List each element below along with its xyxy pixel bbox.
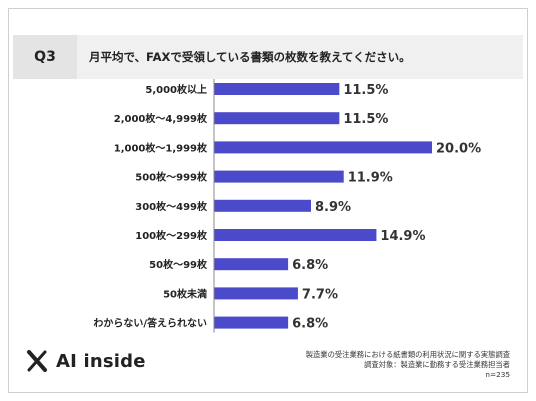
- category-label: 300枚〜499枚: [135, 200, 208, 213]
- brand-logo: AI inside: [26, 344, 146, 378]
- category-label: 5,000枚以上: [145, 83, 207, 96]
- bar: [214, 229, 377, 241]
- category-label: 500枚〜999枚: [135, 171, 208, 184]
- sample-size: n=235: [485, 370, 510, 380]
- bar: [214, 258, 289, 271]
- question-text: 月平均で、FAXで受領している書類の枚数を教えてください。: [89, 50, 411, 64]
- survey-title: 製造業の受注業務における紙書類の利用状況に関する実態調査: [305, 350, 510, 359]
- slide-frame: Q3 月平均で、FAXで受領している書類の枚数を教えてください。: [8, 8, 528, 393]
- category-label: 100枚〜299枚: [135, 229, 208, 242]
- category-label: 50枚未満: [163, 287, 207, 300]
- bar: [214, 112, 340, 125]
- bar: [214, 83, 340, 95]
- category-label: 1,000枚〜1,999枚: [114, 141, 208, 154]
- x-mark-icon: [27, 350, 47, 372]
- value-label: 14.9%: [380, 229, 425, 244]
- value-label: 20.0%: [436, 141, 481, 156]
- survey-target: 調査対象：製造業に勤務する受注業務担当者: [364, 360, 510, 370]
- value-label: 11.5%: [343, 112, 388, 127]
- question-number-badge: Q3: [13, 35, 77, 79]
- value-label: 11.9%: [348, 171, 393, 186]
- value-label: 11.5%: [343, 83, 388, 98]
- value-label: 8.9%: [315, 200, 351, 215]
- value-label: 6.8%: [292, 258, 328, 273]
- bar: [214, 287, 298, 300]
- value-label: 7.7%: [302, 287, 338, 302]
- bar: [214, 141, 432, 154]
- category-label: 2,000枚〜4,999枚: [114, 112, 208, 125]
- category-label: 50枚〜99枚: [149, 258, 208, 271]
- category-label: わからない/答えられない: [93, 317, 207, 330]
- bar: [214, 170, 344, 183]
- question-header: Q3 月平均で、FAXで受領している書類の枚数を教えてください。: [13, 35, 523, 79]
- survey-source: 製造業の受注業務における紙書類の利用状況に関する実態調査 調査対象：製造業に勤務…: [306, 350, 510, 381]
- bar: [214, 199, 312, 212]
- brand-name: AI inside: [56, 350, 146, 372]
- value-label: 6.8%: [292, 317, 328, 332]
- bar: [214, 316, 289, 329]
